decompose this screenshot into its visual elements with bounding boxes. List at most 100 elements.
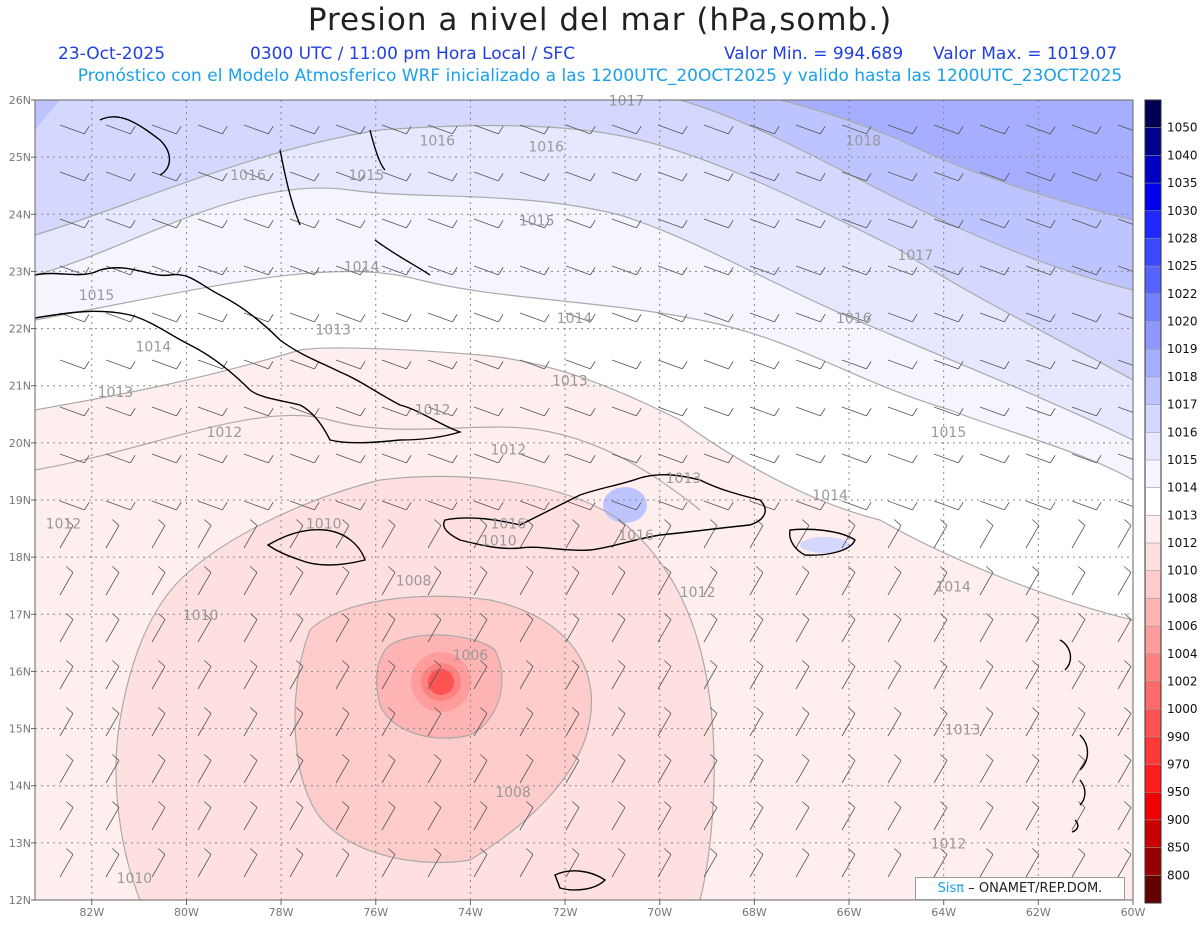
wind-barb bbox=[243, 613, 258, 643]
wind-barb bbox=[59, 124, 90, 135]
wind-barb bbox=[933, 707, 948, 737]
wind-barb bbox=[243, 218, 274, 229]
wind-barb bbox=[657, 754, 672, 784]
band-1016-nw bbox=[35, 100, 250, 150]
wind-barb bbox=[1117, 613, 1132, 643]
colorbar-swatch bbox=[1145, 626, 1161, 655]
wind-barb bbox=[841, 218, 872, 229]
wind-barb bbox=[565, 218, 596, 229]
wind-barb bbox=[243, 453, 274, 464]
wind-barb bbox=[105, 406, 136, 417]
colorbar-swatch bbox=[1145, 792, 1161, 821]
aruba-curacao-coast bbox=[554, 870, 607, 891]
wind-barb bbox=[933, 124, 964, 135]
wind-barb bbox=[657, 453, 688, 464]
wind-barb bbox=[795, 754, 810, 784]
band-1013 bbox=[35, 271, 1133, 620]
colorbar-swatch bbox=[1145, 183, 1161, 212]
wind-barb bbox=[1071, 519, 1086, 549]
colorbar-label: 990 bbox=[1167, 730, 1190, 744]
wind-barb bbox=[197, 660, 212, 690]
wind-barb bbox=[105, 754, 120, 784]
wind-barb bbox=[703, 754, 718, 784]
wind-barb bbox=[473, 265, 504, 276]
wind-barb bbox=[703, 707, 718, 737]
wind-barb bbox=[933, 801, 948, 831]
wind-barb bbox=[1025, 566, 1040, 596]
wind-barb bbox=[611, 312, 642, 323]
wind-barb bbox=[1117, 124, 1133, 131]
wind-barb bbox=[105, 519, 120, 549]
wind-barb bbox=[335, 801, 350, 831]
wind-barb bbox=[887, 453, 918, 464]
wind-barb bbox=[243, 566, 258, 596]
pressure-shading bbox=[35, 100, 1133, 900]
wind-barb bbox=[565, 660, 580, 690]
colorbar-swatch bbox=[1145, 321, 1161, 350]
wind-barb bbox=[197, 566, 212, 596]
wind-barb bbox=[197, 613, 212, 643]
wind-barb bbox=[795, 566, 810, 596]
wind-barb bbox=[1117, 265, 1133, 272]
wind-barb bbox=[795, 171, 826, 182]
lat-label: 18N bbox=[9, 551, 31, 564]
wind-barb bbox=[657, 801, 672, 831]
colorbar-swatch bbox=[1145, 376, 1161, 406]
wind-barb bbox=[381, 406, 412, 417]
wind-barb bbox=[841, 848, 856, 878]
wind-barb bbox=[105, 453, 136, 464]
wind-barb bbox=[611, 359, 642, 370]
wind-barb bbox=[841, 707, 856, 737]
credit-org: – ONAMET/REP.DOM. bbox=[968, 881, 1103, 896]
lon-label: 76W bbox=[363, 906, 388, 919]
credit-box: Sisπ – ONAMET/REP.DOM. bbox=[915, 877, 1125, 900]
wind-barb bbox=[979, 613, 994, 643]
wind-barb bbox=[611, 801, 626, 831]
isobar-label: 1016 bbox=[528, 139, 564, 155]
isobar-label: 1012 bbox=[46, 517, 82, 533]
wind-barb bbox=[749, 312, 780, 323]
colorbar-label: 1050 bbox=[1167, 121, 1198, 135]
wind-barb bbox=[703, 124, 734, 135]
wind-barb bbox=[197, 707, 212, 737]
wind-barb bbox=[611, 848, 626, 878]
wind-barb bbox=[197, 124, 228, 135]
wind-barbs bbox=[59, 124, 1133, 878]
isobar-label: 1014 bbox=[935, 579, 971, 595]
longitude-labels: 82W 80W 78W 76W 74W 72W 70W 68W 66W 64W 62W 60W bbox=[79, 900, 1146, 919]
wind-barb bbox=[565, 707, 580, 737]
wind-barb bbox=[197, 519, 212, 549]
wind-barb bbox=[565, 801, 580, 831]
wind-barb bbox=[565, 848, 580, 878]
wind-barb bbox=[151, 707, 166, 737]
wind-barb bbox=[657, 519, 672, 549]
wind-barb bbox=[151, 848, 166, 878]
wind-barb bbox=[243, 754, 258, 784]
isobar-label: 1012 bbox=[206, 425, 242, 441]
colorbar-label: 1015 bbox=[1167, 453, 1198, 467]
lon-label: 80W bbox=[174, 906, 199, 919]
wind-barb bbox=[611, 406, 642, 417]
wind-barb bbox=[289, 265, 320, 276]
colorbar-label: 850 bbox=[1167, 841, 1190, 855]
lat-label: 25N bbox=[9, 151, 31, 164]
wind-barb bbox=[841, 453, 872, 464]
wind-barb bbox=[1117, 406, 1133, 413]
wind-barb bbox=[795, 660, 810, 690]
wind-barb bbox=[197, 359, 228, 370]
colorbar-label: 970 bbox=[1167, 758, 1190, 772]
wind-barb bbox=[979, 848, 994, 878]
lon-label: 72W bbox=[553, 906, 578, 919]
wind-barb bbox=[703, 566, 718, 596]
colorbar-label: 1019 bbox=[1167, 342, 1198, 356]
wind-barb bbox=[335, 265, 366, 276]
isobar-label: 1016 bbox=[419, 134, 455, 150]
puerto-rico-coast bbox=[788, 528, 856, 556]
isobar-label: 1012 bbox=[415, 402, 451, 418]
wind-barb bbox=[749, 519, 764, 549]
wind-barb bbox=[657, 566, 672, 596]
wind-barb bbox=[611, 707, 626, 737]
cuba-coast bbox=[35, 267, 463, 444]
florida-coast bbox=[99, 116, 171, 176]
wind-barb bbox=[59, 519, 74, 549]
